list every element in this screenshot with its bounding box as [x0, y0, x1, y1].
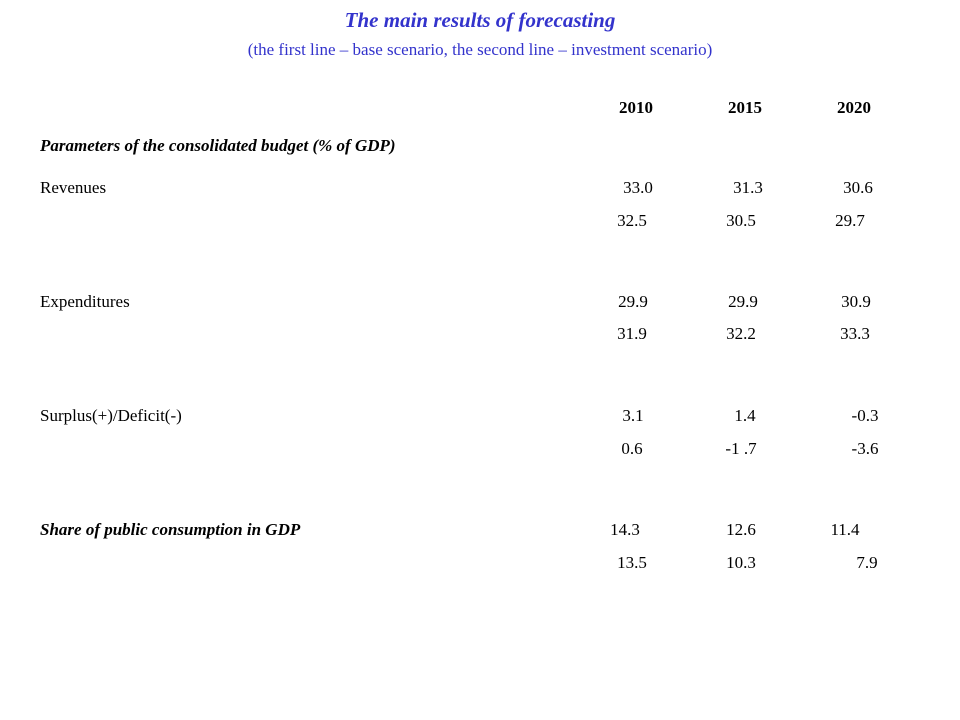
- revenues-base-2015: 31.3: [733, 178, 763, 197]
- surplus-investment-2020: -3.6: [851, 439, 879, 458]
- public-consumption-investment-2015: 10.3: [726, 553, 756, 572]
- revenues-investment-2020: 29.7: [835, 211, 865, 230]
- surplus-base-2015: 1.4: [734, 406, 756, 425]
- surplus-investment-2015: -1 .7: [725, 439, 757, 458]
- year-header-2020: 2020: [837, 98, 871, 117]
- public-consumption-investment-2010: 13.5: [617, 553, 647, 572]
- row-label-revenues: Revenues: [40, 178, 107, 197]
- public-consumption-base-2010: 14.3: [610, 520, 640, 539]
- expenditures-base-2020: 30.9: [841, 292, 871, 311]
- public-consumption-base-2015: 12.6: [726, 520, 756, 539]
- page-subtitle: (the first line – base scenario, the sec…: [247, 40, 713, 59]
- revenues-base-2020: 30.6: [843, 178, 873, 197]
- expenditures-investment-2010: 31.9: [617, 324, 647, 343]
- expenditures-investment-2015: 32.2: [726, 324, 756, 343]
- public-consumption-investment-2020: 7.9: [856, 553, 878, 572]
- row-label-surplus-deficit: Surplus(+)/Deficit(-): [40, 406, 182, 425]
- surplus-base-2020: -0.3: [851, 406, 879, 425]
- expenditures-base-2015: 29.9: [728, 292, 758, 311]
- page-title: The main results of forecasting: [344, 8, 616, 32]
- revenues-investment-2010: 32.5: [617, 211, 647, 230]
- year-header-2015: 2015: [728, 98, 762, 117]
- expenditures-investment-2020: 33.3: [840, 324, 870, 343]
- row-label-public-consumption: Share of public consumption in GDP: [40, 520, 301, 539]
- surplus-base-2010: 3.1: [622, 406, 644, 425]
- revenues-investment-2015: 30.5: [726, 211, 756, 230]
- public-consumption-base-2020: 11.4: [830, 520, 860, 539]
- row-label-expenditures: Expenditures: [40, 292, 130, 311]
- section-heading: Parameters of the consolidated budget (%…: [40, 136, 396, 155]
- surplus-investment-2010: 0.6: [621, 439, 643, 458]
- revenues-base-2010: 33.0: [623, 178, 653, 197]
- expenditures-base-2010: 29.9: [618, 292, 648, 311]
- year-header-2010: 2010: [619, 98, 653, 117]
